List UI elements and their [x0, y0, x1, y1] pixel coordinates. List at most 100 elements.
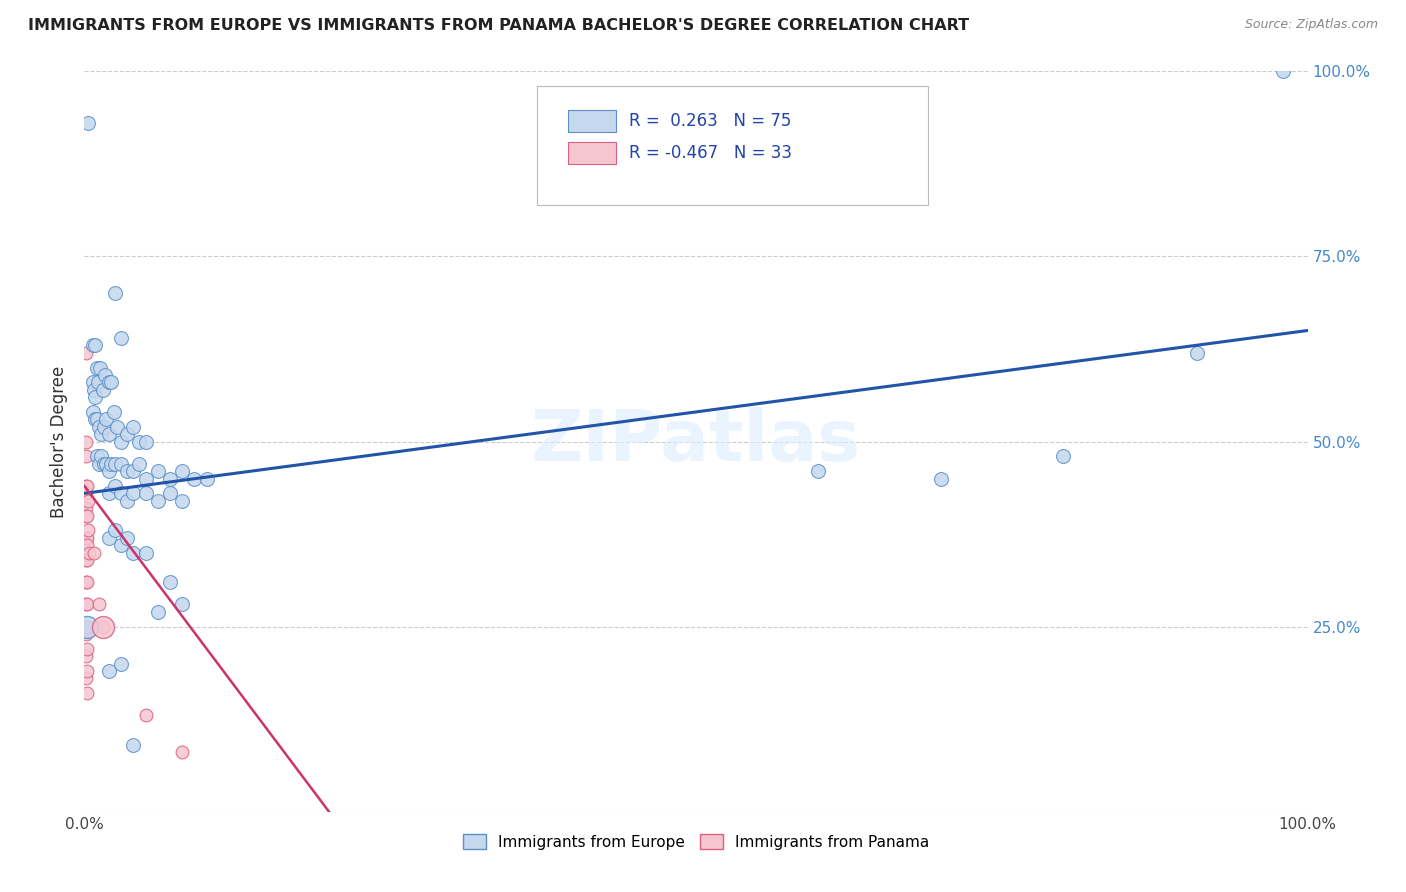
Point — [91, 383, 114, 397]
Point — [75, 479, 97, 493]
Point — [87, 419, 110, 434]
Point — [76, 664, 98, 678]
Point — [76, 479, 98, 493]
Point — [75, 345, 97, 359]
Point — [1272, 64, 1295, 78]
Point — [104, 479, 127, 493]
Point — [104, 286, 127, 301]
Point — [172, 598, 194, 612]
Point — [90, 427, 112, 442]
Point — [159, 471, 181, 485]
Point — [115, 464, 138, 478]
Point — [87, 598, 110, 612]
FancyBboxPatch shape — [568, 110, 616, 132]
Point — [75, 598, 97, 612]
Point — [76, 619, 98, 633]
Point — [195, 471, 218, 485]
Point — [76, 619, 98, 633]
Point — [89, 360, 111, 375]
Text: Source: ZipAtlas.com: Source: ZipAtlas.com — [1244, 18, 1378, 31]
Point — [929, 471, 952, 485]
Point — [807, 464, 830, 478]
Point — [77, 116, 100, 130]
Point — [135, 471, 157, 485]
Point — [110, 457, 132, 471]
Point — [97, 376, 120, 390]
Point — [146, 605, 169, 619]
Point — [76, 508, 98, 523]
Point — [135, 546, 157, 560]
Point — [76, 531, 98, 545]
Point — [82, 405, 104, 419]
Point — [104, 524, 127, 538]
Point — [76, 686, 98, 700]
Point — [75, 486, 97, 500]
Point — [115, 427, 138, 442]
Point — [146, 493, 169, 508]
Point — [96, 412, 118, 426]
Point — [82, 376, 104, 390]
Point — [110, 434, 132, 449]
Point — [115, 531, 138, 545]
Point — [77, 546, 100, 560]
Point — [110, 331, 132, 345]
Text: R = -0.467   N = 33: R = -0.467 N = 33 — [628, 144, 792, 161]
Point — [75, 575, 97, 590]
Point — [90, 450, 112, 464]
Point — [75, 434, 97, 449]
Point — [128, 457, 150, 471]
Point — [93, 419, 115, 434]
Point — [146, 464, 169, 478]
Point — [97, 464, 120, 478]
Point — [75, 501, 97, 516]
Legend: Immigrants from Europe, Immigrants from Panama: Immigrants from Europe, Immigrants from … — [457, 828, 935, 856]
Point — [83, 546, 105, 560]
Point — [103, 405, 125, 419]
Point — [115, 493, 138, 508]
Point — [91, 619, 114, 633]
Point — [83, 383, 105, 397]
Point — [110, 538, 132, 552]
Point — [100, 457, 122, 471]
Point — [172, 464, 194, 478]
Point — [77, 524, 100, 538]
Point — [84, 338, 107, 352]
Point — [172, 746, 194, 760]
Point — [110, 657, 132, 671]
Point — [75, 627, 97, 641]
Point — [172, 493, 194, 508]
Point — [75, 531, 97, 545]
Point — [1187, 345, 1209, 359]
FancyBboxPatch shape — [537, 87, 928, 204]
Text: ZIPatlas: ZIPatlas — [531, 407, 860, 476]
Point — [97, 486, 120, 500]
Point — [105, 419, 128, 434]
Point — [905, 116, 928, 130]
Point — [183, 471, 205, 485]
Point — [76, 598, 98, 612]
Point — [75, 553, 97, 567]
Point — [86, 360, 108, 375]
Point — [75, 649, 97, 664]
Point — [77, 493, 100, 508]
Point — [159, 486, 181, 500]
Point — [82, 338, 104, 352]
Point — [84, 390, 107, 404]
Point — [86, 412, 108, 426]
Point — [122, 738, 145, 752]
Point — [122, 419, 145, 434]
Point — [94, 368, 117, 382]
Y-axis label: Bachelor's Degree: Bachelor's Degree — [51, 366, 69, 517]
Point — [104, 457, 127, 471]
Point — [87, 457, 110, 471]
Point — [84, 412, 107, 426]
Point — [97, 427, 120, 442]
Point — [75, 508, 97, 523]
Point — [159, 575, 181, 590]
Point — [76, 575, 98, 590]
Point — [135, 486, 157, 500]
Point — [76, 553, 98, 567]
Point — [87, 376, 110, 390]
Point — [93, 457, 115, 471]
Point — [135, 708, 157, 723]
